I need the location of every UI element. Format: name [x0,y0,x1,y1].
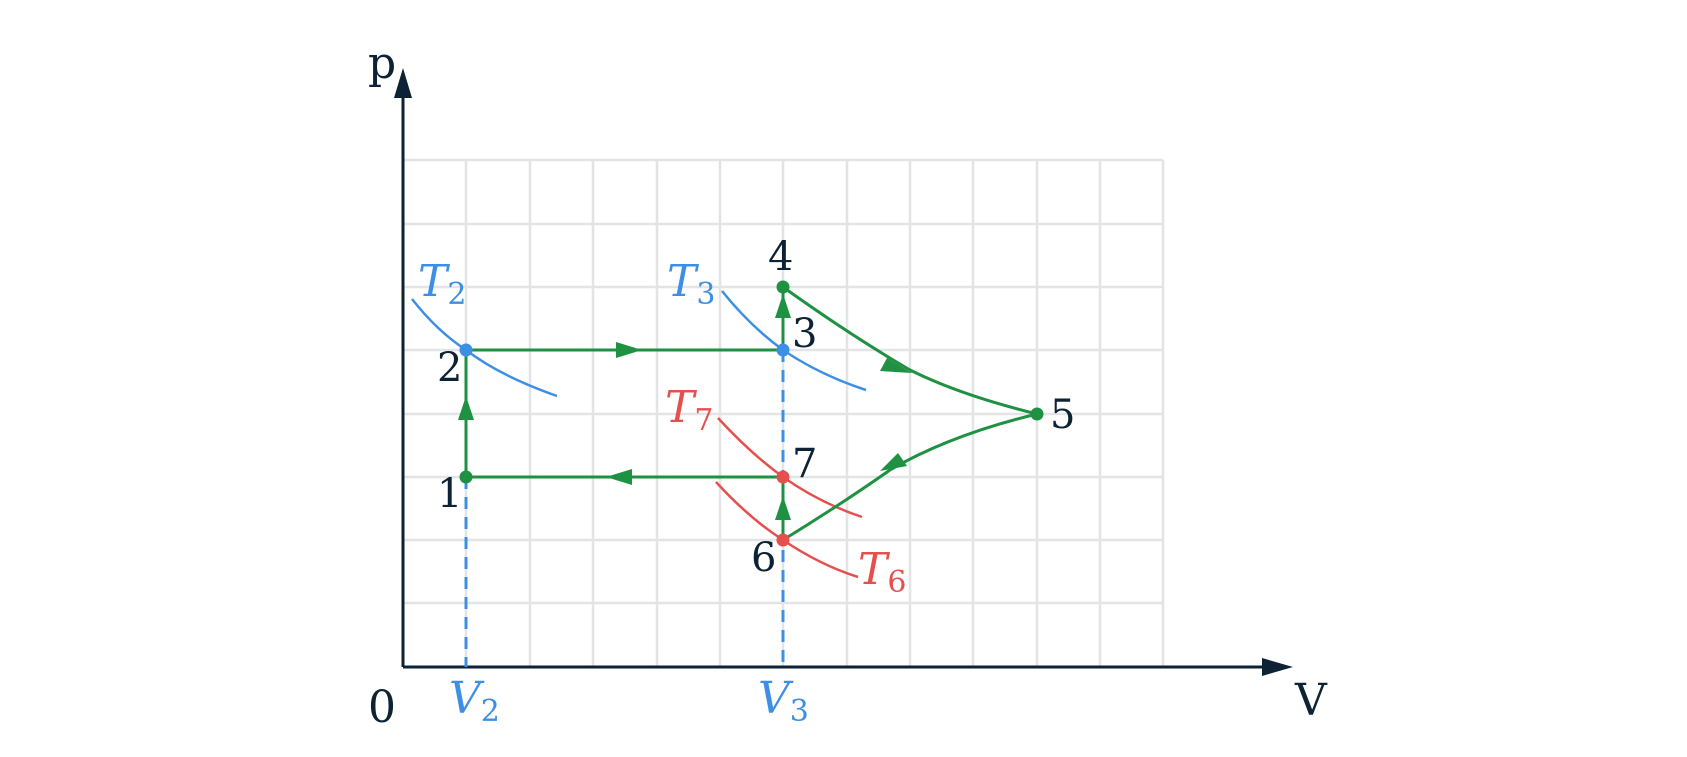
x-axis-label: V [1294,675,1328,726]
arrow-down-right-icon [880,358,912,373]
point-3-label: 3 [792,311,817,357]
arrow-right-icon [616,342,642,358]
point-3-marker [776,343,790,357]
process-4-5 [782,285,1038,416]
arrow-up-icon [775,294,791,318]
point-5-label: 5 [1050,392,1075,438]
point-1-marker [459,470,473,484]
point-7-marker [776,470,790,484]
axes: p V 0 [368,38,1328,733]
point-6-label: 6 [751,535,776,581]
v3-label: V3 [758,673,809,729]
point-2-label: 2 [437,345,462,391]
point-labels: 1 2 3 4 5 6 7 [437,234,1075,581]
isotherm-labels: T2 T3 T7 T6 [418,256,906,600]
point-4-label: 4 [768,234,793,280]
point-7-label: 7 [792,441,817,487]
t2-label: T2 [418,256,466,312]
process-5-6 [782,412,1038,542]
direction-arrows [458,294,912,520]
volume-guides [464,350,785,667]
point-1-label: 1 [437,471,462,517]
y-axis-arrow-icon [394,68,412,98]
origin-label: 0 [368,682,396,733]
point-4-marker [776,280,790,294]
arrow-down-left-icon [880,453,907,471]
y-axis-label: p [368,38,396,89]
arrow-up-icon [775,496,791,520]
state-points [459,280,1044,547]
point-6-marker [776,533,790,547]
volume-labels: V2 V3 [449,673,809,729]
point-2-marker [459,343,473,357]
isotherm-t2-curve [411,298,558,398]
x-axis-arrow-icon [1262,658,1293,676]
t3-label: T3 [667,256,715,312]
arrow-up-icon [458,396,474,420]
isotherm-t6-curve [715,481,859,579]
point-5-marker [1030,407,1044,421]
t7-label: T7 [665,382,713,438]
t6-label: T6 [858,544,906,600]
arrow-left-icon [606,469,632,485]
v2-label: V2 [449,673,500,729]
